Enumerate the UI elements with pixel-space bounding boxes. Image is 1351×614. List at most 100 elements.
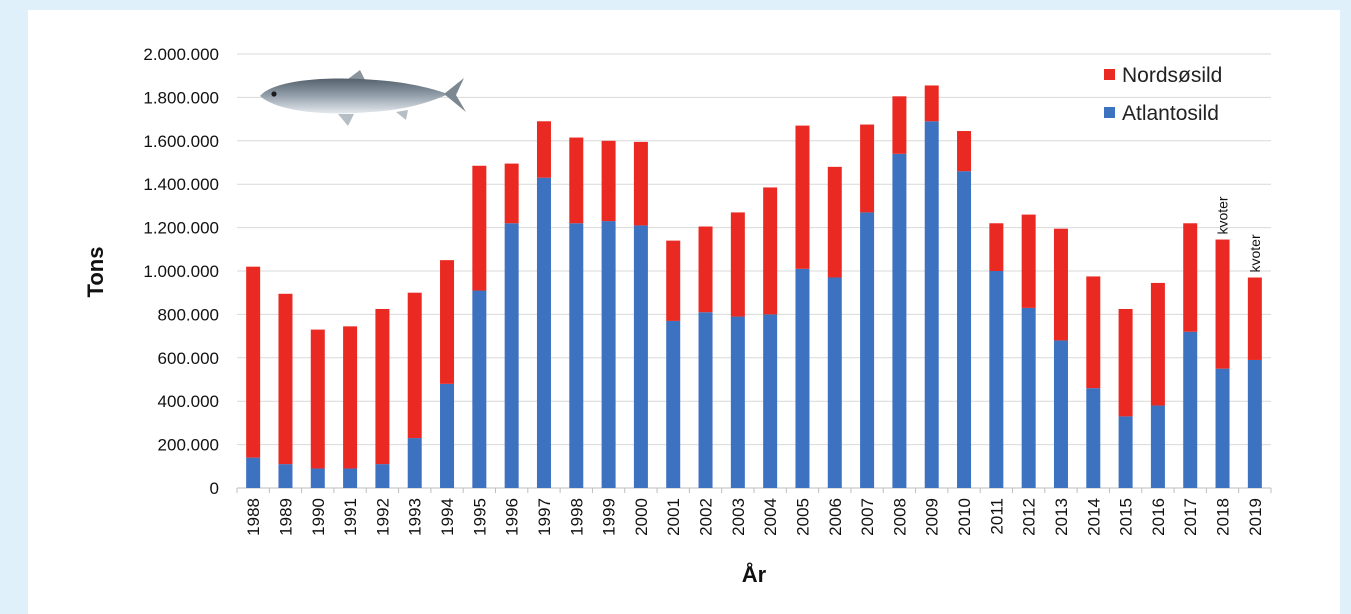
bar-atlantosild-2017: [1183, 331, 1198, 488]
bar-atlantosild-1996: [504, 223, 519, 488]
x-tick-label: 2005: [793, 498, 812, 536]
y-tick-label: 1.200.000: [143, 219, 219, 238]
x-tick-label: 2007: [858, 498, 877, 536]
bar-atlantosild-2013: [1053, 340, 1068, 488]
bar-atlantosild-1992: [375, 464, 390, 488]
x-tick-label: 2010: [955, 498, 974, 536]
bar-atlantosild-1991: [343, 468, 358, 488]
bar-nordsosild-2002: [698, 226, 713, 313]
legend-label-nordsosild: Nordsøsild: [1122, 64, 1222, 87]
gridlines: [237, 53, 1271, 489]
bar-atlantosild-2011: [989, 271, 1004, 488]
legend-swatch-nordsosild: [1104, 69, 1115, 80]
bar-atlantosild-2010: [957, 171, 972, 488]
annotations: kvoter kvoter: [1215, 196, 1263, 272]
bar-nordsosild-2016: [1150, 282, 1165, 406]
x-tick-label: 1989: [276, 498, 295, 536]
x-tick-label: 2014: [1084, 498, 1103, 536]
bar-atlantosild-2016: [1150, 405, 1165, 488]
bar-atlantosild-2001: [666, 320, 681, 488]
x-tick-label: 1997: [535, 498, 554, 536]
bar-atlantosild-2007: [860, 212, 875, 488]
x-tick-label: 1993: [406, 498, 425, 536]
bar-atlantosild-2006: [827, 277, 842, 488]
bar-atlantosild-2009: [924, 121, 939, 489]
y-tick-label: 2.000.000: [143, 45, 219, 64]
x-tick-label: 2011: [987, 498, 1006, 535]
legend-item-nordsosild: Nordsøsild: [1104, 64, 1222, 87]
x-tick-label: 2001: [664, 498, 683, 536]
bar-atlantosild-1988: [246, 457, 261, 488]
bar-atlantosild-2002: [698, 312, 713, 488]
x-axis-ticks: 1988 1989 1990 1991 1992 1993 1994 1995 1996 1997…: [236, 488, 1272, 536]
bar-nordsosild-2018: [1215, 239, 1230, 369]
y-tick-label: 1.800.000: [143, 88, 219, 107]
bar-nordsosild-2005: [795, 125, 810, 269]
bar-nordsosild-1994: [440, 260, 455, 384]
x-tick-label: 2003: [729, 498, 748, 536]
bar-nordsosild-2014: [1086, 276, 1101, 389]
x-tick-label: 2016: [1149, 498, 1168, 536]
x-tick-label: 2012: [1020, 498, 1039, 536]
x-tick-label: 1992: [373, 498, 392, 536]
bar-nordsosild-1996: [504, 163, 519, 224]
bar-atlantosild-2014: [1086, 388, 1101, 488]
legend-swatch-atlantosild: [1104, 107, 1115, 118]
bar-nordsosild-1991: [343, 326, 358, 469]
y-tick-label: 1.000.000: [143, 262, 219, 281]
x-tick-label: 2000: [632, 498, 651, 536]
x-tick-label: 2002: [697, 498, 716, 536]
y-tick-label: 200.000: [158, 436, 219, 455]
x-tick-label: 2017: [1181, 498, 1200, 536]
bar-atlantosild-2019: [1247, 359, 1262, 488]
bar-nordsosild-1998: [569, 137, 584, 224]
herring-fish-icon: [260, 70, 466, 126]
bar-atlantosild-2004: [763, 314, 778, 488]
bar-atlantosild-1995: [472, 290, 487, 488]
legend-item-atlantosild: Atlantosild: [1104, 102, 1219, 125]
x-tick-label: 2006: [826, 498, 845, 536]
x-tick-label: 1996: [503, 498, 522, 536]
bar-atlantosild-2008: [892, 153, 907, 488]
annotation-kvoter: kvoter: [1215, 196, 1231, 234]
bar-nordsosild-1992: [375, 308, 390, 465]
legend-label-atlantosild: Atlantosild: [1122, 102, 1219, 125]
bar-nordsosild-1993: [407, 292, 422, 439]
x-tick-label: 1995: [470, 498, 489, 536]
x-tick-label: 2013: [1052, 498, 1071, 536]
stacked-bar-chart: 0 200.000 400.000 600.000 800.000 1.000.000 1.…: [83, 45, 1272, 587]
bar-atlantosild-1989: [278, 464, 293, 488]
chart-card: 0 200.000 400.000 600.000 800.000 1.000.000 1.…: [28, 10, 1340, 614]
bar-atlantosild-2015: [1118, 416, 1133, 488]
bar-nordsosild-2017: [1183, 223, 1198, 332]
x-tick-label: 2009: [923, 498, 942, 536]
bar-atlantosild-1999: [601, 221, 616, 488]
bar-nordsosild-2006: [827, 166, 842, 278]
x-tick-label: 2004: [761, 498, 780, 536]
bar-atlantosild-2000: [633, 225, 648, 488]
y-tick-label: 0: [210, 479, 219, 498]
bar-nordsosild-2001: [666, 240, 681, 321]
x-tick-label: 1990: [309, 498, 328, 536]
bar-nordsosild-2000: [633, 141, 648, 226]
x-tick-label: 2018: [1214, 498, 1233, 536]
bar-nordsosild-1988: [246, 266, 261, 458]
legend: Nordsøsild Atlantosild: [1104, 64, 1222, 125]
x-tick-label: 1994: [438, 498, 457, 536]
x-tick-label: 1988: [244, 498, 263, 536]
y-tick-label: 1.400.000: [143, 175, 219, 194]
bar-nordsosild-2007: [860, 124, 875, 213]
bar-atlantosild-1998: [569, 223, 584, 488]
bar-nordsosild-2012: [1021, 214, 1036, 308]
y-axis-ticks: 0 200.000 400.000 600.000 800.000 1.000.000 1.…: [143, 45, 219, 498]
x-axis-title: År: [742, 561, 767, 587]
bar-nordsosild-2003: [730, 212, 745, 317]
bar-atlantosild-2005: [795, 268, 810, 488]
bar-atlantosild-1990: [310, 468, 325, 488]
bar-nordsosild-1989: [278, 293, 293, 465]
bar-atlantosild-2003: [730, 316, 745, 488]
y-tick-label: 600.000: [158, 349, 219, 368]
bar-atlantosild-1994: [440, 383, 455, 488]
bar-atlantosild-2018: [1215, 368, 1230, 488]
x-tick-label: 2019: [1246, 498, 1265, 536]
